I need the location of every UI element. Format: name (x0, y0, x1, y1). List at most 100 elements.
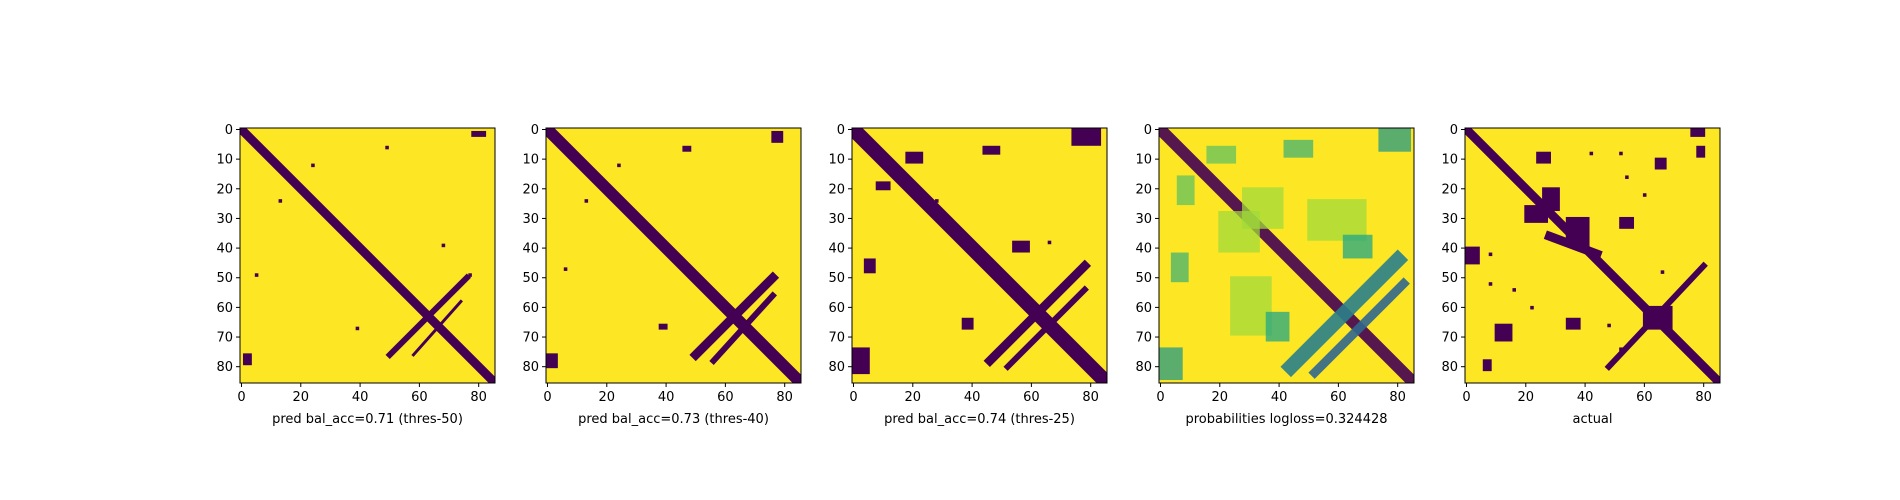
contact-blob-13 (1654, 157, 1667, 170)
contact-band-1 (1159, 128, 1414, 383)
y-tick-label: 50 (522, 271, 539, 286)
y-tick-label: 0 (531, 123, 539, 138)
contact-band-1 (546, 128, 801, 383)
contact-band-1 (852, 128, 1107, 383)
y-tick-label: 30 (1441, 212, 1458, 227)
contact-point-9 (584, 199, 589, 203)
heatmap-cells (1465, 128, 1720, 383)
contact-point-12 (468, 273, 472, 277)
x-tick-label: 80 (470, 390, 487, 405)
contact-blob-5 (852, 347, 870, 375)
contact-point-24 (1530, 305, 1534, 310)
y-tick-label: 20 (1441, 182, 1458, 197)
contact-blob-10 (1690, 128, 1706, 137)
contact-blob-16 (1482, 359, 1492, 372)
heatmap-panel-4: 0 20 40 60 8001020304050607080probabilities … (1135, 123, 1415, 427)
y-tick-label: 50 (1441, 271, 1458, 286)
axes-frame (851, 127, 1108, 384)
x-tick-label: 20 (293, 390, 310, 405)
contact-band-2 (1280, 249, 1409, 378)
contact-blob-15 (1342, 234, 1373, 259)
y-tick-label: 0 (837, 123, 845, 138)
contact-band-3 (1003, 285, 1089, 371)
y-tick-label: 40 (1441, 242, 1458, 257)
y-tick-label: 80 (1441, 360, 1458, 375)
y-tick-label: 60 (828, 301, 845, 316)
contact-blob-7 (1170, 252, 1189, 283)
y-tick-label: 10 (828, 153, 845, 168)
x-axis-label: pred bal_acc=0.74 (thres-25) (884, 412, 1075, 427)
heatmap-cells (546, 128, 801, 383)
y-tick-label: 20 (1135, 182, 1152, 197)
y-tick-label: 70 (828, 331, 845, 346)
x-axis-label: probabilities logloss=0.324428 (1185, 412, 1387, 427)
y-tick-label: 10 (522, 153, 539, 168)
x-tick-label: 20 (1212, 390, 1229, 405)
x-tick-label: 40 (1577, 390, 1594, 405)
y-tick-label: 50 (216, 271, 233, 286)
axes-frame (239, 127, 496, 384)
axes-frame (1464, 127, 1721, 384)
y-tick-label: 60 (216, 301, 233, 316)
contact-blob-5 (1524, 205, 1549, 223)
contact-blob-8 (1206, 145, 1237, 164)
y-tick-label: 30 (522, 212, 539, 227)
y-tick-label: 60 (522, 301, 539, 316)
contact-blob-10 (1012, 240, 1030, 253)
y-tick-label: 40 (216, 242, 233, 257)
contact-blob-6 (658, 323, 668, 330)
x-tick-label: 20 (905, 390, 922, 405)
contact-blob-9 (1176, 175, 1195, 206)
contact-point-7 (311, 163, 315, 168)
axes-frame (545, 127, 802, 384)
y-tick-label: 40 (828, 242, 845, 257)
contact-blob-12 (1307, 199, 1367, 241)
contact-blob-4 (1071, 128, 1102, 146)
y-tick-label: 60 (1135, 301, 1152, 316)
contact-point-18 (1619, 151, 1623, 156)
contact-point-23 (1642, 193, 1647, 197)
contact-point-19 (1488, 252, 1493, 257)
contact-point-13 (935, 199, 939, 203)
y-tick-label: 50 (828, 271, 845, 286)
x-tick-label: 0 (237, 390, 245, 405)
contact-band-2 (983, 259, 1092, 368)
y-tick-label: 70 (216, 331, 233, 346)
contact-blob-8 (1465, 246, 1480, 265)
y-tick-label: 60 (1441, 301, 1458, 316)
heatmap-cells (240, 128, 495, 383)
y-tick-label: 40 (1135, 242, 1152, 257)
contact-blob-6 (961, 317, 974, 330)
y-tick-label: 0 (225, 123, 233, 138)
contact-point-10 (563, 267, 568, 271)
y-tick-label: 80 (216, 360, 233, 375)
contact-band-3 (709, 291, 778, 365)
y-tick-label: 50 (1135, 271, 1152, 286)
contact-point-6 (385, 145, 389, 150)
contact-blob-6 (1283, 139, 1314, 158)
contact-blob-14 (1696, 145, 1706, 158)
contact-blob-11 (1218, 211, 1260, 253)
contact-point-12 (1047, 240, 1052, 245)
contact-point-27 (1684, 282, 1688, 286)
x-tick-label: 0 (543, 390, 551, 405)
contact-blob-4 (771, 130, 784, 143)
x-tick-label: 20 (599, 390, 616, 405)
x-tick-label: 60 (717, 390, 734, 405)
x-tick-label: 80 (1082, 390, 1099, 405)
contact-point-9 (441, 243, 446, 248)
y-tick-label: 10 (1135, 153, 1152, 168)
contact-blob-5 (546, 353, 558, 369)
y-tick-label: 80 (1135, 360, 1152, 375)
contact-blob-4 (1378, 128, 1412, 152)
heatmap-panel-2: 0 20 40 60 80 0 10 20 30 40 50 60 70 80 pred bal_acc=0… (522, 123, 802, 427)
y-tick-label: 80 (828, 360, 845, 375)
heatmap-cells (852, 128, 1107, 383)
heatmap-panel-1: 0 20 40 60 80 0 10 20 30 40 50 60 70 80 pred bal_acc=0… (216, 123, 496, 427)
contact-blob-12 (1619, 216, 1635, 229)
contact-point-26 (1607, 323, 1611, 328)
contact-blob-11 (1536, 151, 1551, 164)
contact-blob-6 (1565, 216, 1590, 247)
y-tick-label: 10 (216, 153, 233, 168)
